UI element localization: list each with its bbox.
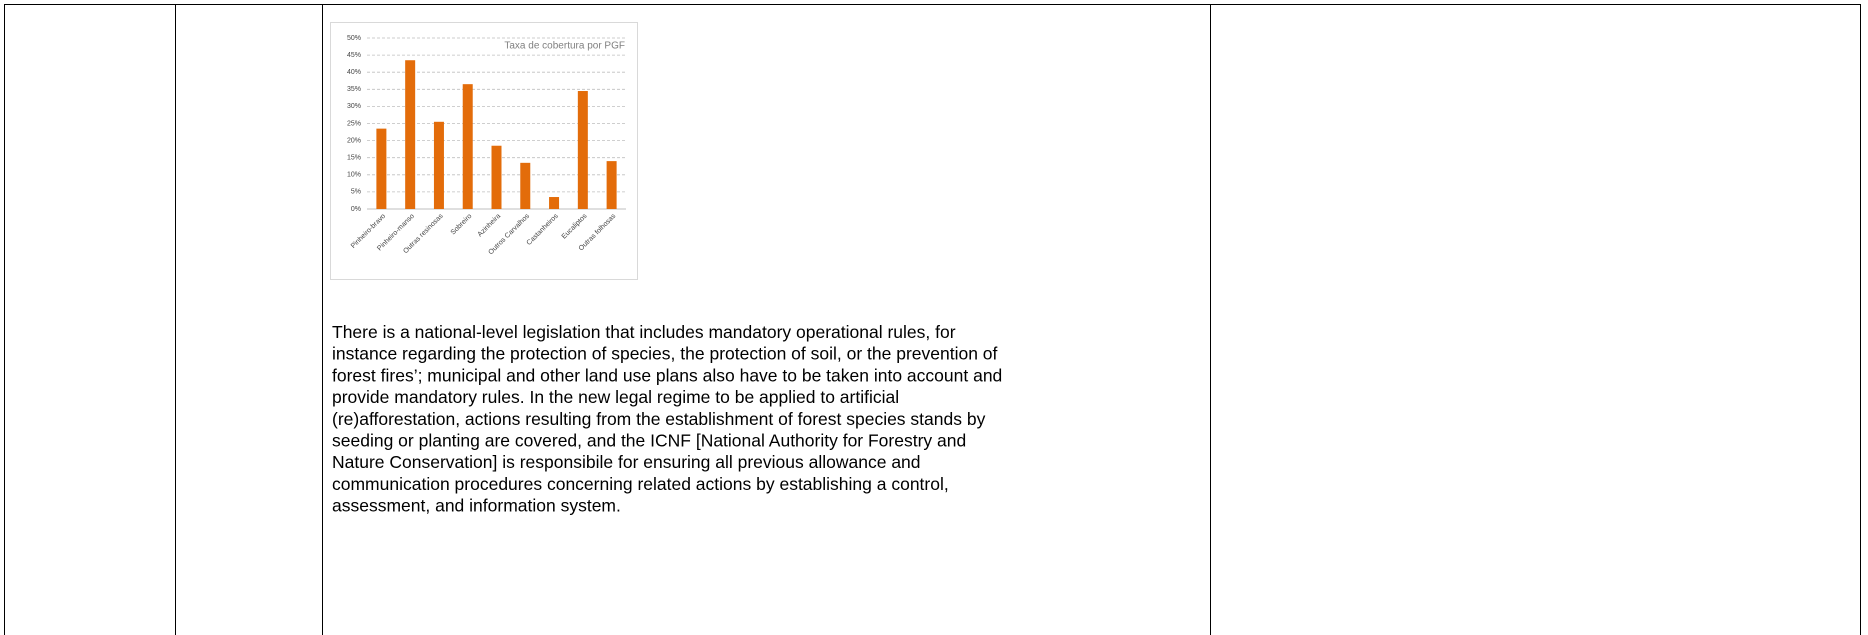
bar	[405, 60, 416, 210]
y-tick-label: 10%	[347, 172, 361, 179]
paragraph: There is a national-level legislation th…	[332, 322, 1002, 516]
bar	[376, 128, 387, 209]
y-tick-label: 20%	[347, 137, 361, 144]
paragraph-line: instance regarding the protection of spe…	[332, 344, 998, 364]
y-tick-label: 45%	[347, 52, 361, 59]
bar	[520, 162, 531, 209]
bar	[433, 121, 444, 209]
paragraph-line: (re)afforestation, actions resulting fro…	[332, 409, 986, 429]
paragraph-line: provide mandatory rules. In the new lega…	[332, 387, 899, 407]
paragraph-line: There is a national-level legislation th…	[332, 322, 956, 342]
bar	[549, 197, 560, 209]
y-tick-label: 35%	[347, 86, 361, 93]
y-tick-label: 50%	[347, 35, 361, 42]
bar	[462, 84, 473, 209]
chart-title: Taxa de cobertura por PGF	[504, 41, 625, 52]
paragraph-line: forest fires’; municipal and other land …	[332, 365, 1002, 385]
bar	[606, 161, 617, 209]
y-tick-label: 15%	[347, 155, 361, 162]
paragraph-line: Nature Conservation] is responsibile for…	[332, 452, 921, 472]
y-tick-label: 25%	[347, 120, 361, 127]
paragraph-line: assessment, and information system.	[332, 496, 621, 516]
paragraph-line: seeding or planting are covered, and the…	[332, 431, 966, 451]
table-borders	[4, 4, 1861, 635]
y-tick-label: 40%	[347, 69, 361, 76]
y-tick-label: 0%	[351, 206, 361, 213]
bar	[577, 91, 588, 209]
y-tick-label: 5%	[351, 189, 361, 196]
y-tick-label: 30%	[347, 103, 361, 110]
paragraph-line: communication procedures concerning rela…	[332, 474, 949, 494]
bar	[491, 145, 502, 209]
